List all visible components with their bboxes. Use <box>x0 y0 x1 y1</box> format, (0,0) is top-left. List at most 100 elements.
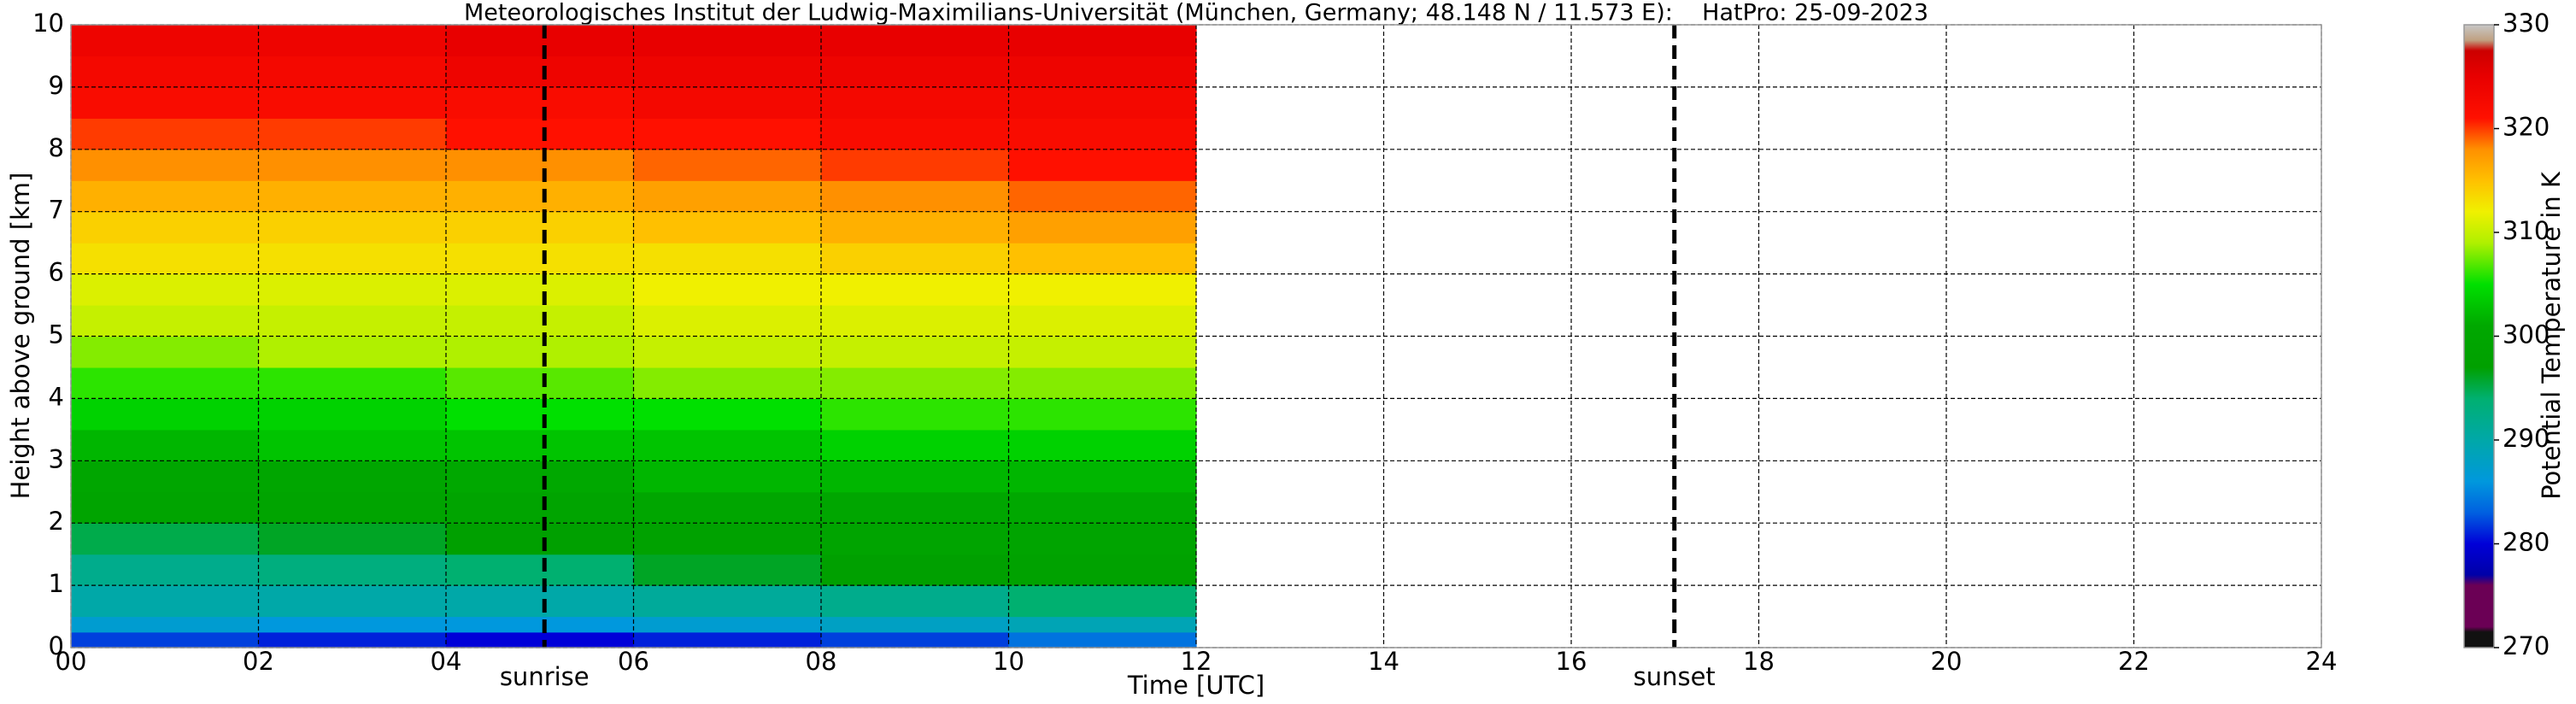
heatmap-cell <box>71 429 260 461</box>
colorbar-tick-label: 290 <box>2503 424 2550 453</box>
heatmap-cell <box>821 429 1010 461</box>
colorbar <box>2463 24 2495 648</box>
heatmap-cell <box>821 631 1010 648</box>
heatmap-cell <box>1008 56 1197 88</box>
heatmap-cell <box>71 523 260 555</box>
heatmap-cell <box>258 616 447 633</box>
heatmap-cell <box>258 429 447 461</box>
x-tick-label: 24 <box>2306 647 2338 676</box>
y-tick-label: 0 <box>49 631 64 660</box>
x-tick-label: 06 <box>618 647 649 676</box>
y-tick-label: 6 <box>49 258 64 287</box>
heatmap-cell <box>633 367 822 399</box>
heatmap-cell <box>821 118 1010 150</box>
heatmap-cell <box>71 56 260 88</box>
heatmap-cell <box>633 585 822 618</box>
heatmap-cell <box>446 336 635 368</box>
heatmap-cell <box>446 491 635 524</box>
plot-frame <box>70 24 2322 648</box>
heatmap-cell <box>258 243 447 275</box>
heatmap-cell <box>821 243 1010 275</box>
x-tick-label: 00 <box>56 647 87 676</box>
heatmap-cell <box>446 616 635 633</box>
heatmap-cell <box>71 243 260 275</box>
heatmap-cell <box>821 398 1010 431</box>
heatmap-cell <box>71 398 260 431</box>
heatmap-cell <box>446 118 635 150</box>
x-tick-label: 08 <box>806 647 837 676</box>
heatmap-cell <box>821 491 1010 524</box>
heatmap-cell <box>633 491 822 524</box>
heatmap-cell <box>821 585 1010 618</box>
heatmap-cell <box>633 336 822 368</box>
heatmap-cell <box>1008 305 1197 337</box>
heatmap-cell <box>446 367 635 399</box>
heatmap-cell <box>258 305 447 337</box>
heatmap-cell <box>633 616 822 633</box>
heatmap-cell <box>71 491 260 524</box>
heatmap-cell <box>1008 367 1197 399</box>
colorbar-tick-label: 310 <box>2503 216 2550 245</box>
heatmap-cell <box>446 398 635 431</box>
heatmap-cell <box>258 367 447 399</box>
heatmap-cell <box>71 211 260 243</box>
heatmap-cell <box>821 149 1010 181</box>
heatmap-cell <box>633 149 822 181</box>
heatmap-cell <box>821 461 1010 493</box>
heatmap-cell <box>258 631 447 648</box>
x-tick-label: 12 <box>1181 647 1212 676</box>
heatmap-cell <box>258 554 447 586</box>
heatmap-cell <box>821 367 1010 399</box>
y-tick-label: 5 <box>49 320 64 349</box>
heatmap-cell <box>71 616 260 633</box>
x-tick-label: 04 <box>431 647 462 676</box>
heatmap-cell <box>1008 523 1197 555</box>
x-tick-label: 02 <box>243 647 274 676</box>
heatmap-cell <box>1008 25 1197 57</box>
heatmap-cell <box>71 118 260 150</box>
heatmap-cell <box>446 180 635 213</box>
heatmap-cell <box>71 461 260 493</box>
heatmap-cell <box>71 180 260 213</box>
heatmap-cell <box>258 118 447 150</box>
heatmap-cell <box>633 56 822 88</box>
heatmap-cell <box>258 211 447 243</box>
y-tick-label: 9 <box>49 71 64 100</box>
heatmap-cell <box>633 243 822 275</box>
event-label: sunset <box>1634 662 1716 691</box>
heatmap-cell <box>633 631 822 648</box>
y-tick-label: 7 <box>49 196 64 225</box>
heatmap-cell <box>633 305 822 337</box>
heatmap-cell <box>258 180 447 213</box>
heatmap-cell <box>633 180 822 213</box>
heatmap-cell <box>1008 585 1197 618</box>
y-tick-label: 8 <box>49 133 64 162</box>
heatmap-cell <box>258 585 447 618</box>
heatmap-cell <box>821 211 1010 243</box>
heatmap-cell <box>1008 429 1197 461</box>
heatmap-cell <box>1008 631 1197 648</box>
heatmap-cell <box>633 554 822 586</box>
heatmap-cell <box>821 273 1010 306</box>
heatmap-cell <box>821 180 1010 213</box>
heatmap-cell <box>258 491 447 524</box>
heatmap-cell <box>633 273 822 306</box>
heatmap-cell <box>1008 336 1197 368</box>
heatmap-cell <box>446 585 635 618</box>
x-axis-label: Time [UTC] <box>1127 671 1265 700</box>
heatmap-cell <box>71 554 260 586</box>
heatmap-cell <box>633 398 822 431</box>
heatmap-cell <box>71 631 260 648</box>
heatmap-cell <box>633 211 822 243</box>
heatmap-cell <box>446 211 635 243</box>
heatmap-cell <box>633 25 822 57</box>
heatmap-cell <box>1008 491 1197 524</box>
colorbar-tick-label: 280 <box>2503 528 2550 557</box>
heatmap-cell <box>821 554 1010 586</box>
colorbar-tick-label: 270 <box>2503 631 2550 660</box>
heatmap-cell <box>71 336 260 368</box>
heatmap-cell <box>446 56 635 88</box>
heatmap-cell <box>446 523 635 555</box>
heatmap-cell <box>821 56 1010 88</box>
